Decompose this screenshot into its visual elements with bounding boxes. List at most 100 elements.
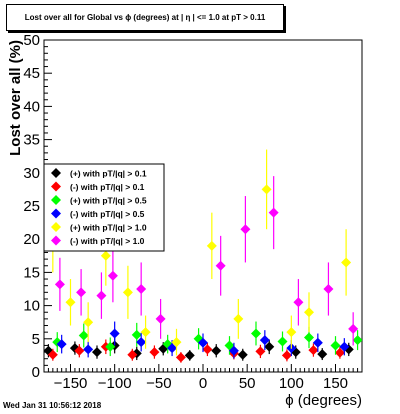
x-tick-label: 0 — [199, 375, 207, 392]
data-point — [215, 260, 226, 271]
data-point — [131, 329, 142, 340]
data-point — [268, 207, 279, 218]
data-point — [78, 330, 89, 341]
data-point — [47, 349, 58, 360]
legend-label: (+) with pT/|q| > 1.0 — [70, 223, 147, 233]
data-point — [167, 343, 178, 354]
data-point — [83, 344, 94, 355]
data-point — [206, 240, 217, 251]
data-point — [304, 307, 314, 318]
y-axis-label: Lost over all (%) — [7, 40, 24, 156]
data-point — [122, 287, 133, 298]
data-point — [109, 328, 120, 339]
legend-layer: (+) with pT/|q| > 0.1 (-) with pT/|q| > 0… — [43, 163, 165, 252]
data-point — [92, 347, 102, 358]
x-tick-label: 50 — [239, 375, 256, 392]
legend-marker — [51, 235, 61, 246]
legend-marker — [51, 222, 61, 232]
data-point — [105, 341, 116, 352]
y-tick-label: 25 — [23, 198, 40, 215]
data-point — [198, 337, 208, 348]
data-point — [56, 339, 67, 350]
data-point — [281, 350, 292, 361]
data-point — [100, 250, 111, 261]
data-point — [341, 257, 352, 268]
data-point — [259, 335, 270, 346]
x-tick-label: 100 — [279, 375, 304, 392]
y-tick-label: 45 — [23, 65, 40, 82]
legend-marker — [51, 168, 61, 178]
data-point — [323, 284, 334, 294]
y-tick-label: 10 — [23, 298, 40, 315]
data-point — [255, 346, 266, 357]
data-point — [286, 327, 297, 338]
data-point — [317, 349, 328, 360]
data-point — [352, 335, 362, 346]
data-point — [127, 349, 138, 360]
x-tick-label: −150 — [54, 375, 88, 392]
y-tick-label: 40 — [23, 98, 40, 115]
y-tick-label: 5 — [32, 331, 40, 348]
footer-timestamp: Wed Jan 31 10:56:12 2018 — [3, 401, 102, 410]
data-point — [44, 345, 54, 356]
x-tick-label: −50 — [146, 375, 171, 392]
data-point — [107, 270, 118, 281]
data-point — [312, 337, 323, 348]
data-point — [211, 345, 222, 356]
data-point — [184, 350, 195, 361]
y-tick-label: 0 — [32, 364, 40, 381]
data-point — [83, 317, 94, 328]
legend-label: (+) with pT/|q| > 0.5 — [70, 196, 147, 206]
data-point — [233, 313, 244, 324]
x-tick-label: 150 — [323, 375, 348, 392]
legend-marker — [51, 208, 61, 219]
data-point — [240, 224, 251, 235]
legend-label: (+) with pT/|q| > 0.1 — [70, 169, 147, 179]
data-point — [175, 352, 186, 363]
y-tick-label: 50 — [23, 32, 40, 49]
data-point — [96, 290, 107, 301]
series-2 — [52, 321, 362, 357]
data-point — [237, 349, 248, 360]
y-tick-label: 35 — [23, 132, 40, 149]
data-point — [308, 345, 319, 356]
legend-label: (-) with pT/|q| > 1.0 — [70, 236, 145, 246]
legend-marker — [51, 195, 61, 205]
data-point — [251, 328, 261, 339]
legend-marker — [51, 181, 61, 192]
data-point — [140, 327, 151, 338]
data-point — [54, 279, 65, 290]
chart-title-box: Lost over all for Global vs ϕ (degrees) … — [6, 4, 284, 31]
x-tick-label: −100 — [98, 375, 132, 392]
data-point — [74, 345, 85, 356]
series-1 — [47, 339, 345, 363]
axis-layer: 0 5 10 15 20 25 30 35 40 45 50 −150 −100 −50 0 50 100 150… — [7, 32, 362, 409]
series-5 — [54, 176, 359, 346]
data-point — [76, 287, 87, 298]
data-point — [261, 184, 272, 195]
data-point — [339, 341, 350, 352]
data-point — [277, 336, 288, 347]
data-point — [348, 323, 359, 334]
data-point — [149, 347, 160, 358]
data-point — [136, 284, 147, 294]
data-point — [136, 337, 147, 348]
data-point — [264, 341, 275, 352]
legend-label: (-) with pT/|q| > 0.1 — [70, 182, 145, 192]
data-point — [228, 345, 239, 356]
data-point — [65, 297, 76, 308]
data-point — [293, 297, 304, 308]
data-point — [330, 340, 341, 351]
legend-label: (-) with pT/|q| > 0.5 — [70, 209, 145, 219]
chart-title: Lost over all for Global vs ϕ (degrees) … — [24, 13, 266, 22]
data-point — [304, 332, 314, 343]
data-point — [155, 313, 166, 324]
series-3 — [56, 321, 350, 359]
data-point — [202, 344, 213, 355]
x-axis-label: ϕ (degrees) — [285, 392, 362, 409]
y-tick-label: 30 — [23, 165, 40, 182]
y-tick-label: 15 — [23, 264, 40, 281]
data-point — [171, 337, 182, 348]
y-tick-label: 20 — [23, 231, 40, 248]
